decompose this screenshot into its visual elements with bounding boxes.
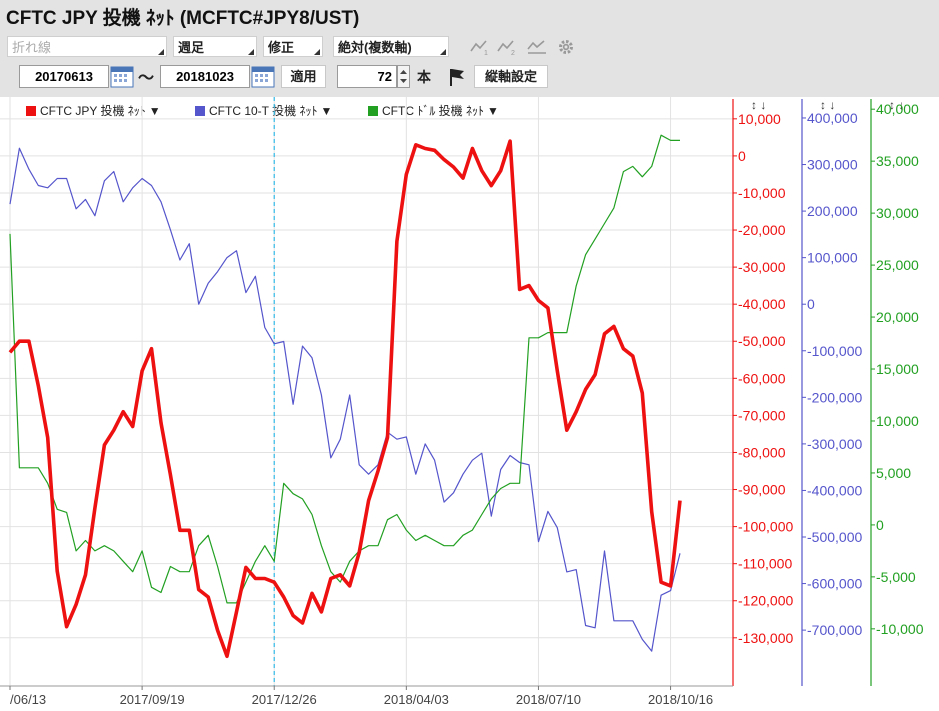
- legend-label: CFTC 10-T 投機 ﾈｯﾄ: [209, 104, 318, 118]
- axis-tick-label: -130,000: [738, 630, 793, 646]
- axis-tick-label: -10,000: [738, 185, 786, 201]
- axis-tick-label: -80,000: [738, 444, 786, 460]
- chart-type-value: 折れ線: [12, 40, 52, 55]
- axis-tick-label: -30,000: [738, 259, 786, 275]
- legend-swatch: [26, 106, 36, 116]
- axis-tick-label: -300,000: [807, 436, 862, 452]
- start-date-input[interactable]: 20170613: [19, 65, 109, 88]
- gear-icon[interactable]: [556, 38, 576, 56]
- x-axis-tick-label: 2018/07/10: [516, 692, 581, 707]
- axis-tick-label: -200,000: [807, 389, 862, 405]
- legend-item-usd[interactable]: CFTC ﾄﾞﾙ 投機 ﾈｯﾄ ▼: [368, 102, 499, 118]
- dropdown-corner-icon: [158, 49, 164, 55]
- axis-tick-label: 100,000: [807, 250, 858, 266]
- axis-control-tnote[interactable]: ↕ ↓: [820, 98, 836, 112]
- axis-tick-label: 30,000: [876, 205, 919, 221]
- date-axis: /06/13 2017/09/19 2017/12/26 2018/04/03 2018…: [0, 685, 733, 707]
- axis-tick-label: -90,000: [738, 482, 786, 498]
- vertical-axis-settings-button[interactable]: 縦軸設定: [474, 65, 548, 88]
- axis-tick-label: 400,000: [807, 110, 858, 126]
- x-axis-tick-label: /06/13: [10, 692, 46, 707]
- axis-tick-label: -60,000: [738, 370, 786, 386]
- legend-dropdown-icon[interactable]: ▼: [487, 104, 499, 118]
- x-axis-tick-label: 2018/10/16: [648, 692, 713, 707]
- axis-tick-label: -20,000: [738, 222, 786, 238]
- correction-value: 修正: [268, 40, 295, 55]
- stepper-arrows-icon: [400, 70, 407, 83]
- axis-tick-label: -70,000: [738, 407, 786, 423]
- line-chart-1-icon[interactable]: 1: [470, 38, 490, 56]
- axis-tick-label: 0: [807, 296, 815, 312]
- legend-swatch: [368, 106, 378, 116]
- end-date-input[interactable]: 20181023: [160, 65, 250, 88]
- axis-tick-label: 200,000: [807, 203, 858, 219]
- scale-value: 絶対(複数軸): [338, 40, 412, 55]
- axis-tick-label: 0: [738, 148, 746, 164]
- calendar-icon[interactable]: [110, 65, 134, 88]
- legend-label: CFTC ﾄﾞﾙ 投機 ﾈｯﾄ: [382, 104, 484, 118]
- count-stepper[interactable]: [397, 65, 410, 88]
- line-chart-2-icon[interactable]: 2: [497, 38, 517, 56]
- scale-select[interactable]: 絶対(複数軸): [333, 36, 449, 57]
- svg-text:1: 1: [484, 50, 488, 56]
- count-input[interactable]: 72: [337, 65, 397, 88]
- legend-item-tnote[interactable]: CFTC 10-T 投機 ﾈｯﾄ ▼: [195, 102, 332, 118]
- axis-tick-label: 300,000: [807, 157, 858, 173]
- axis-tick-label: 10,000: [876, 413, 919, 429]
- legend-label: CFTC JPY 投機 ﾈｯﾄ: [40, 104, 146, 118]
- axis-tick-label: 25,000: [876, 257, 919, 273]
- axis-tick-label: -120,000: [738, 593, 793, 609]
- calendar-icon[interactable]: [251, 65, 275, 88]
- axis-tick-label: -700,000: [807, 622, 862, 638]
- correction-select[interactable]: 修正: [263, 36, 323, 57]
- axis-tick-label: 15,000: [876, 361, 919, 377]
- axis-tick-label: 5,000: [876, 465, 911, 481]
- axis-tick-label: 10,000: [738, 111, 781, 127]
- axis-tick-label: -5,000: [876, 569, 916, 585]
- period-select[interactable]: 週足: [173, 36, 257, 57]
- value-axes: 10,000 0 -10,000 -20,000 -30,000 -40,000 -50,0…: [732, 99, 924, 686]
- chart-type-select[interactable]: 折れ線: [7, 36, 167, 57]
- apply-button[interactable]: 適用: [281, 65, 326, 88]
- page-title: CFTC JPY 投機 ﾈｯﾄ (MCFTC#JPY8/UST): [6, 8, 360, 29]
- x-axis-tick-label: 2018/04/03: [384, 692, 449, 707]
- legend-dropdown-icon[interactable]: ▼: [320, 104, 333, 118]
- svg-text:2: 2: [511, 50, 515, 56]
- series-lines: [8, 134, 682, 659]
- axis-tick-label: -100,000: [738, 519, 793, 535]
- x-axis-tick-label: 2017/12/26: [252, 692, 317, 707]
- axis-tick-label: 35,000: [876, 153, 919, 169]
- grid-lines: [0, 97, 733, 686]
- axis-control-jpy[interactable]: ↕ ↓: [751, 98, 767, 112]
- axis-tick-label: -40,000: [738, 296, 786, 312]
- line-chart-compare-icon[interactable]: [527, 38, 547, 56]
- axis-tick-label: -50,000: [738, 333, 786, 349]
- legend-swatch: [195, 106, 205, 116]
- x-axis-tick-label: 2017/09/19: [120, 692, 185, 707]
- axis-tick-label: -600,000: [807, 576, 862, 592]
- axis-tick-label: -500,000: [807, 529, 862, 545]
- axis-tick-label: -400,000: [807, 482, 862, 498]
- axis-tick-label: -110,000: [738, 556, 792, 572]
- dropdown-corner-icon: [440, 49, 446, 55]
- axis-tick-label: 40,000: [876, 101, 919, 117]
- dropdown-corner-icon: [248, 49, 254, 55]
- date-range-separator: ～: [138, 70, 155, 87]
- legend-item-jpy[interactable]: CFTC JPY 投機 ﾈｯﾄ ▼: [26, 102, 161, 118]
- axis-control-usd[interactable]: ↕ ↓: [889, 98, 905, 112]
- axis-tick-label: 20,000: [876, 309, 919, 325]
- count-unit-label: 本: [417, 69, 431, 85]
- series-line-2: [9, 147, 681, 652]
- axis-tick-label: 0: [876, 517, 884, 533]
- legend-dropdown-icon[interactable]: ▼: [148, 104, 161, 118]
- flag-icon[interactable]: [446, 66, 468, 88]
- axis-tick-label: -100,000: [807, 343, 862, 359]
- series-line-3: [9, 134, 680, 604]
- axis-tick-label: -10,000: [876, 621, 924, 637]
- series-line-1: [8, 139, 682, 659]
- dropdown-corner-icon: [314, 49, 320, 55]
- chart-canvas: 10,000 0 -10,000 -20,000 -30,000 -40,000 -50,0…: [0, 97, 924, 707]
- period-value: 週足: [178, 40, 205, 55]
